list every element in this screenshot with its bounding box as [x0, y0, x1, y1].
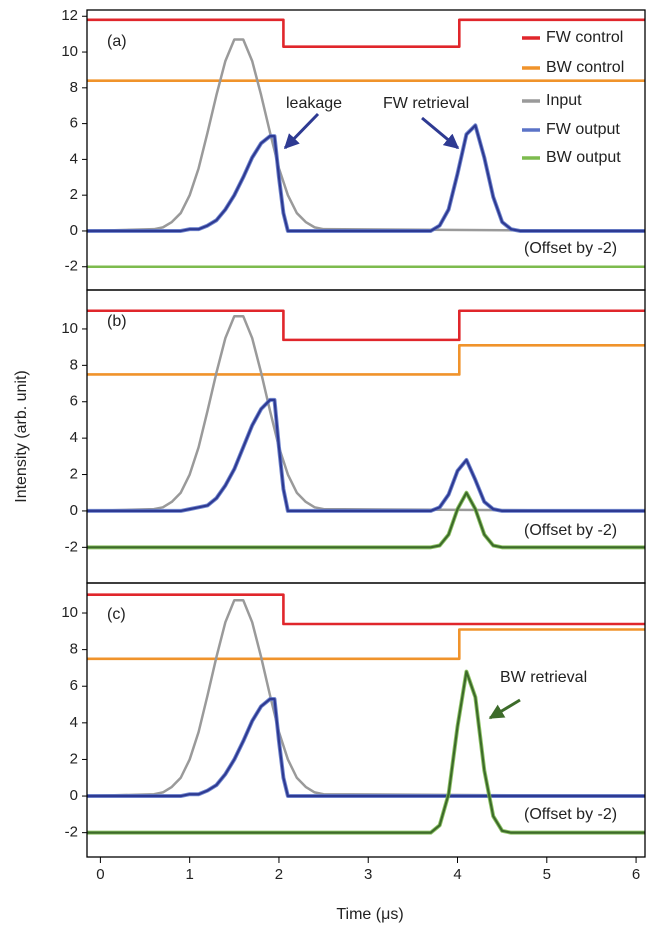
annotation-arrow	[421, 116, 460, 150]
y-tick-label: 10	[61, 604, 78, 621]
x-tick-label: 6	[632, 866, 640, 883]
y-tick-label: 8	[70, 79, 78, 96]
plot-area	[87, 18, 645, 269]
series-line	[87, 18, 645, 48]
annotation: (Offset by -2)	[524, 240, 617, 257]
data-trace	[87, 697, 645, 799]
series-line	[87, 314, 645, 513]
fit-line	[87, 697, 645, 798]
fit-line	[87, 491, 645, 549]
y-tick-label: 2	[70, 186, 78, 203]
legend-label: Input	[546, 92, 582, 109]
x-tick-label: 4	[453, 866, 461, 883]
y-tick-label: 4	[70, 150, 78, 167]
y-tick-label: 8	[70, 356, 78, 373]
annotation: BW retrieval	[500, 669, 587, 686]
fit-line	[87, 670, 645, 834]
y-tick-label: 2	[70, 466, 78, 483]
series-line	[87, 593, 645, 626]
annotation-arrow	[488, 698, 521, 720]
y-tick-label: 0	[70, 502, 78, 519]
legend-label: FW output	[546, 121, 620, 138]
y-tick-label: -2	[65, 824, 78, 841]
x-tick-label: 1	[186, 866, 194, 883]
series-line	[87, 628, 645, 661]
legend-label: FW control	[546, 29, 623, 46]
y-tick-label: 10	[61, 320, 78, 337]
y-tick-label: 6	[70, 677, 78, 694]
panel-frame	[86, 582, 646, 858]
annotation: (Offset by -2)	[524, 806, 617, 823]
data-trace	[87, 123, 645, 233]
series-line	[87, 344, 645, 376]
y-tick-label: 2	[70, 750, 78, 767]
fit-line	[87, 124, 645, 233]
panel-label: (b)	[107, 313, 127, 330]
series-line	[87, 598, 645, 798]
data-trace	[87, 397, 645, 513]
annotation: FW retrieval	[383, 95, 469, 112]
y-tick-label: 0	[70, 787, 78, 804]
legend-label: BW control	[546, 59, 624, 76]
x-tick-label: 3	[364, 866, 372, 883]
y-tick-label: 8	[70, 641, 78, 658]
series-line	[87, 38, 645, 233]
panel-label: (c)	[107, 606, 126, 623]
y-tick-label: -2	[65, 538, 78, 555]
y-tick-label: -2	[65, 258, 78, 275]
plot-area	[87, 309, 645, 550]
annotation-arrow	[283, 112, 320, 150]
y-axis-label: Intensity (arb. unit)	[13, 370, 30, 503]
series-line	[87, 309, 645, 342]
y-tick-label: 4	[70, 714, 78, 731]
x-tick-label: 2	[275, 866, 283, 883]
legend-label: BW output	[546, 149, 621, 166]
plot-area	[87, 593, 645, 835]
annotation: (Offset by -2)	[524, 522, 617, 539]
x-axis-label: Time (μs)	[336, 906, 403, 923]
y-tick-label: 4	[70, 429, 78, 446]
y-tick-label: 12	[61, 7, 78, 24]
x-tick-label: 5	[543, 866, 551, 883]
y-tick-label: 6	[70, 393, 78, 410]
y-tick-label: 10	[61, 43, 78, 60]
x-tick-label: 0	[96, 866, 104, 883]
y-tick-label: 0	[70, 222, 78, 239]
y-tick-label: 6	[70, 115, 78, 132]
annotation: leakage	[286, 95, 342, 112]
fit-line	[87, 398, 645, 513]
panel-label: (a)	[107, 33, 127, 50]
